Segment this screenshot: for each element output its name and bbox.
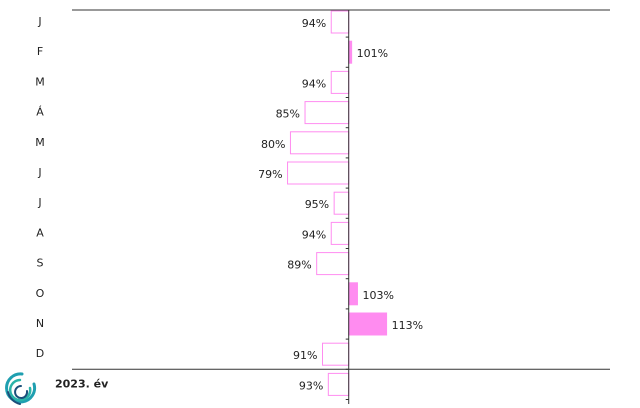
category-label: J [37, 166, 41, 179]
value-label: 79% [258, 168, 282, 181]
category-label: S [37, 257, 44, 270]
category-label: J [37, 15, 41, 28]
category-label: M [35, 136, 45, 149]
bar [333, 191, 350, 215]
category-label: Á [36, 106, 44, 119]
value-label: 93% [299, 379, 323, 392]
value-label: 95% [305, 198, 329, 211]
bar [322, 342, 350, 366]
category-label: A [36, 226, 44, 239]
value-label: 94% [302, 77, 326, 90]
category-label: F [37, 45, 43, 58]
bar [330, 10, 350, 34]
bar [348, 282, 358, 306]
total-label: 2023. év [55, 377, 109, 390]
bar [289, 131, 350, 155]
value-label: 89% [287, 259, 311, 272]
bar [330, 70, 350, 94]
category-label: J [37, 196, 41, 209]
value-label: 91% [293, 349, 317, 362]
logo [5, 372, 37, 405]
value-label: 103% [362, 289, 393, 302]
value-label: 101% [357, 47, 388, 60]
bar [348, 312, 388, 336]
bar [304, 101, 350, 125]
category-label: O [36, 287, 45, 300]
category-label: M [35, 75, 45, 88]
value-label: 85% [276, 108, 300, 121]
bar [330, 221, 350, 245]
value-label: 94% [302, 17, 326, 30]
category-label: N [36, 317, 44, 330]
bar [287, 161, 350, 185]
value-label: 113% [392, 319, 423, 332]
bar [327, 372, 350, 396]
bar [316, 252, 350, 276]
category-label: D [36, 347, 44, 360]
value-label: 80% [261, 138, 285, 151]
value-label: 94% [302, 228, 326, 241]
